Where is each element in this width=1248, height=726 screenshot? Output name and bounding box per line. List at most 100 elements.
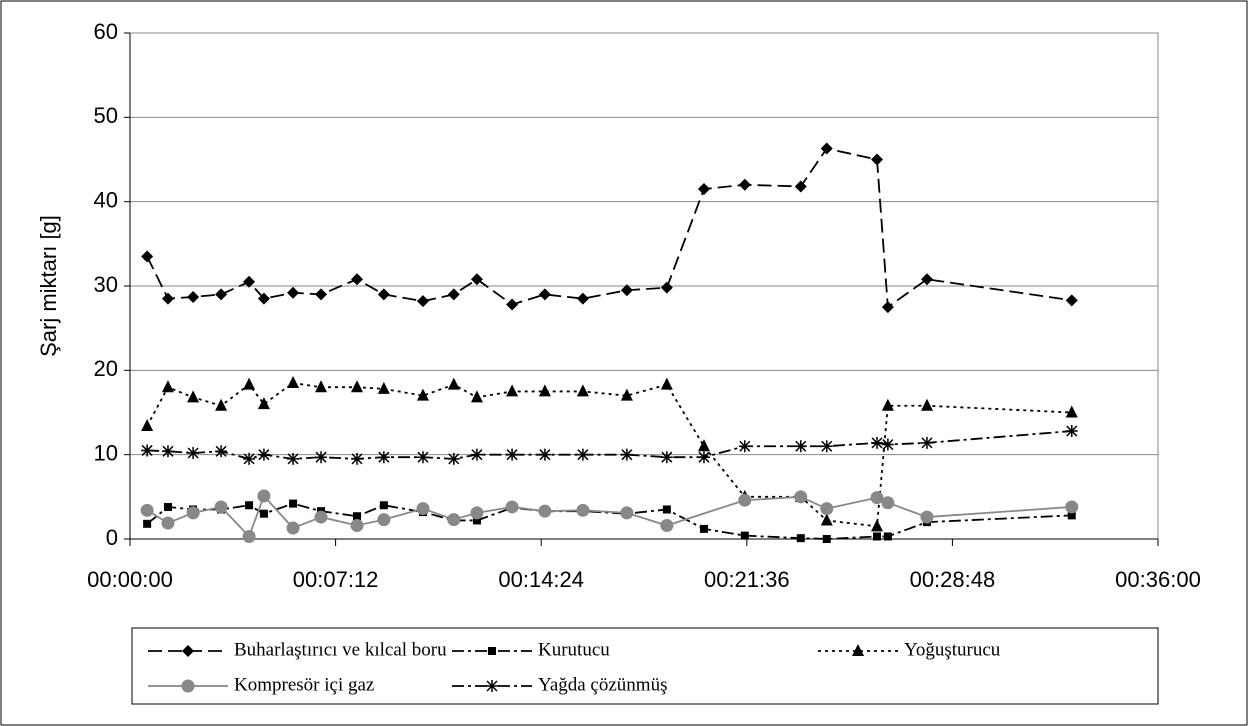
marker	[143, 519, 152, 528]
marker	[186, 506, 200, 520]
marker	[416, 451, 429, 464]
marker	[538, 504, 552, 518]
marker	[187, 446, 200, 459]
marker	[187, 390, 200, 403]
marker	[416, 295, 429, 308]
y-tick-label: 10	[94, 440, 118, 465]
marker	[506, 298, 519, 311]
marker	[242, 529, 256, 543]
legend-marker	[852, 644, 864, 656]
marker	[315, 380, 328, 393]
marker	[351, 273, 364, 286]
marker	[1067, 511, 1076, 520]
marker	[576, 448, 589, 461]
marker	[881, 398, 894, 411]
marker	[794, 440, 807, 453]
marker	[161, 292, 174, 305]
marker	[141, 250, 154, 263]
y-tick-label: 60	[94, 19, 118, 44]
y-tick-label: 30	[94, 272, 118, 297]
marker	[920, 398, 933, 411]
marker	[243, 377, 256, 390]
marker	[881, 301, 894, 314]
marker	[315, 288, 328, 301]
marker	[538, 384, 551, 397]
legend-label: Yoğuşturucu	[904, 639, 1001, 660]
series-line	[146, 147, 1072, 309]
marker	[257, 448, 270, 461]
marker	[377, 288, 390, 301]
marker	[447, 513, 461, 527]
marker	[820, 142, 833, 155]
marker	[289, 499, 298, 508]
marker	[738, 493, 752, 507]
x-tick-label: 00:21:36	[704, 567, 790, 592]
marker	[506, 448, 519, 461]
marker	[660, 377, 673, 390]
marker	[243, 452, 256, 465]
marker	[163, 502, 172, 511]
marker	[538, 288, 551, 301]
marker	[351, 380, 364, 393]
marker	[187, 290, 200, 303]
marker	[470, 273, 483, 286]
marker	[1065, 425, 1078, 438]
series-line	[147, 430, 1072, 460]
marker	[215, 445, 228, 458]
marker	[353, 512, 362, 521]
marker	[379, 501, 388, 510]
series-line	[146, 382, 1072, 528]
marker	[350, 519, 364, 533]
marker	[140, 503, 154, 517]
marker	[214, 500, 228, 514]
legend-label: Buharlaştırıcı ve kılcal boru	[234, 639, 447, 660]
marker	[141, 444, 154, 457]
y-axis-label: Şarj miktarı [g]	[36, 215, 61, 357]
marker	[215, 288, 228, 301]
marker	[287, 286, 300, 299]
marker	[416, 388, 429, 401]
marker	[576, 384, 589, 397]
marker	[697, 183, 710, 196]
marker	[738, 440, 751, 453]
y-tick-label: 50	[94, 103, 118, 128]
marker	[660, 451, 673, 464]
marker	[576, 292, 589, 305]
marker	[245, 501, 254, 510]
marker	[257, 292, 270, 305]
marker	[377, 451, 390, 464]
marker	[920, 273, 933, 286]
marker	[505, 500, 519, 514]
marker	[820, 513, 833, 526]
marker	[314, 510, 328, 524]
marker	[447, 288, 460, 301]
marker	[377, 513, 391, 527]
marker	[161, 516, 175, 530]
marker	[377, 381, 390, 394]
x-tick-label: 00:00:00	[87, 567, 173, 592]
marker	[660, 519, 674, 533]
marker	[447, 452, 460, 465]
marker	[662, 505, 671, 514]
marker	[416, 502, 430, 516]
marker	[620, 506, 634, 520]
marker	[259, 509, 268, 518]
marker	[820, 440, 833, 453]
marker	[351, 452, 364, 465]
marker	[796, 534, 805, 543]
marker	[883, 532, 892, 541]
marker	[822, 535, 831, 543]
legend-label: Kompresör içi gaz	[234, 674, 374, 695]
marker	[141, 418, 154, 431]
marker	[215, 398, 228, 411]
legend-marker	[182, 645, 194, 657]
marker	[699, 524, 708, 533]
marker	[697, 451, 710, 464]
y-tick-label: 20	[94, 356, 118, 381]
marker	[660, 281, 673, 294]
marker	[920, 510, 934, 524]
marker	[470, 390, 483, 403]
marker	[243, 275, 256, 288]
marker	[871, 436, 884, 449]
